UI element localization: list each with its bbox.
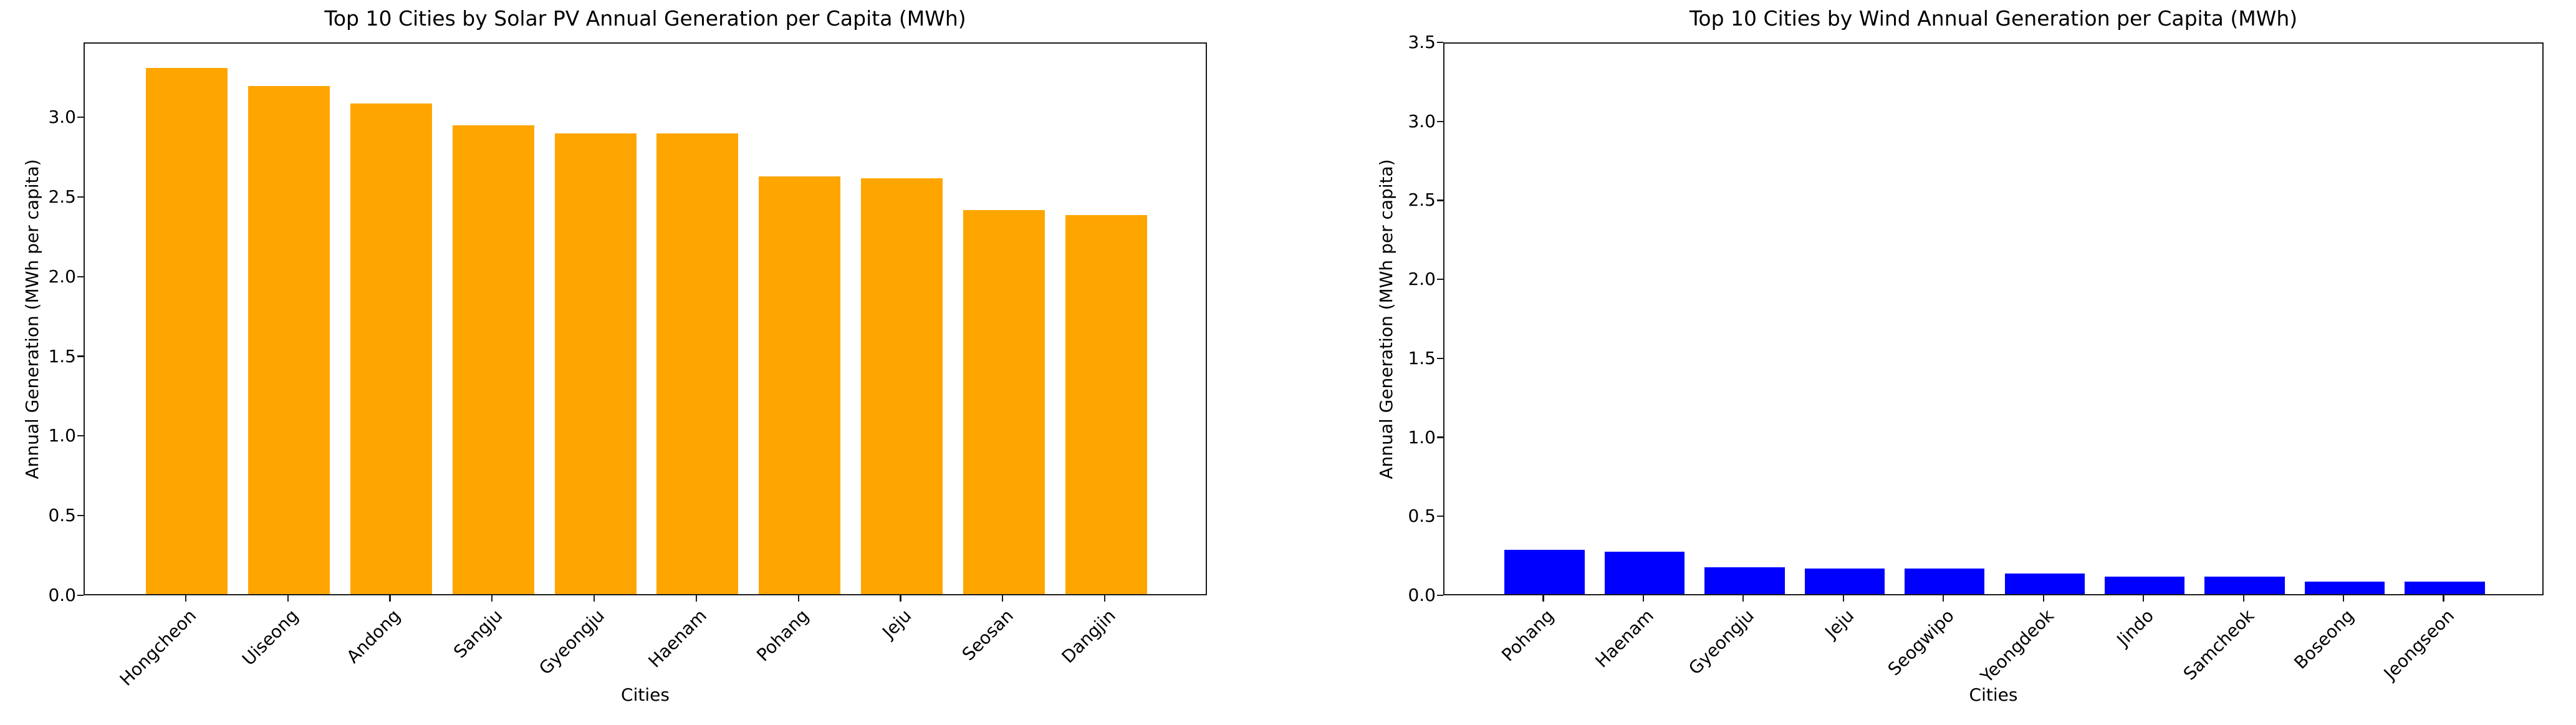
y-tick-mark [1437,436,1443,438]
y-tick-label: 2.0 [48,266,76,287]
bar-seosan [963,209,1045,594]
bar-hongcheon [146,68,228,594]
y-tick-label: 3.5 [1408,32,1436,52]
x-axis-label: Cities [621,684,670,705]
bar-samcheok [2204,577,2285,594]
x-tick-label: Hongcheon [115,605,201,690]
x-tick-label: Uiseong [238,605,302,670]
x-tick-label: Samcheok [2179,605,2258,684]
y-tick-label: 2.0 [1408,269,1436,290]
y-tick-mark [1437,41,1443,44]
x-tick-label: Pohang [752,605,814,666]
bar-jeongseon [2405,581,2485,594]
x-tick-label: Haenam [644,605,711,672]
y-tick-label: 0.5 [1408,506,1436,527]
plot-area [84,42,1207,595]
bar-boseong [2304,581,2385,594]
chart-title: Top 10 Cities by Wind Annual Generation … [1689,6,2298,31]
y-tick-mark [77,355,84,357]
x-tick-label: Dangjin [1057,605,1120,668]
x-tick-label: Yeongdeok [1976,605,2059,687]
y-tick-label: 1.5 [1408,347,1436,368]
y-tick-mark [1437,199,1443,201]
x-tick-label: Gyeongju [535,605,609,679]
x-tick-mark [1842,595,1844,602]
y-tick-label: 0.0 [48,585,76,605]
x-tick-mark [1642,595,1644,602]
chart-title: Top 10 Cities by Solar PV Annual Generat… [324,6,966,31]
x-tick-label: Seosan [958,605,1017,665]
y-tick-mark [77,435,84,437]
x-tick-label: Sangju [449,605,507,663]
plot-area [1443,42,2544,595]
y-tick-mark [1437,516,1443,517]
wind-chart: Top 10 Cities by Wind Annual Generation … [1288,0,2576,725]
bar-jeju [861,178,943,594]
x-tick-mark [2042,595,2044,602]
x-tick-mark [1943,595,1944,602]
bar-uiseong [248,85,330,594]
y-tick-label: 0.5 [48,505,76,526]
bar-haenam [656,133,739,594]
solar-chart: Top 10 Cities by Solar PV Annual Generat… [22,6,1207,705]
x-tick-mark [2342,595,2345,602]
x-axis-label: Cities [1969,684,2018,705]
y-tick-mark [77,196,84,198]
x-tick-label: Jeju [878,605,915,643]
y-tick-label: 0.0 [1408,585,1436,605]
x-tick-mark [593,595,595,602]
bar-haenam [1604,551,1685,594]
bar-sangju [452,125,534,594]
y-tick-mark [1437,594,1443,597]
y-tick-mark [77,594,84,597]
y-tick-mark [1437,357,1443,359]
bar-gyeongju [1704,567,1785,594]
y-tick-label: 1.5 [48,345,76,367]
x-tick-mark [797,595,799,602]
bar-pohang [1504,550,1585,594]
x-tick-mark [2143,595,2145,602]
y-tick-label: 1.0 [48,425,76,446]
bar-pohang [759,176,841,594]
bar-jeju [1804,569,1885,594]
x-tick-mark [1002,595,1004,602]
x-tick-mark [389,595,391,602]
x-tick-label: Gyeongju [1684,605,1758,679]
x-tick-label: Jeju [1820,605,1858,643]
y-tick-mark [77,276,84,277]
y-tick-label: 1.0 [1408,426,1436,448]
y-tick-mark [77,515,84,517]
y-tick-mark [1437,279,1443,281]
x-tick-label: Haenam [1591,605,1658,672]
y-tick-label: 3.0 [48,107,76,128]
y-tick-label: 3.0 [1408,110,1436,132]
bar-yeongdeok [2004,574,2085,594]
x-tick-mark [1742,595,1744,602]
x-tick-label: Boseong [2290,605,2358,673]
x-tick-label: Jeongseon [2380,605,2458,684]
x-tick-mark [491,595,493,602]
x-tick-label: Jindo [2113,605,2158,650]
x-tick-mark [695,595,697,602]
x-tick-label: Pohang [1497,605,1558,666]
x-tick-mark [2242,595,2244,602]
bar-seogwipo [1905,569,1985,594]
x-tick-mark [2443,595,2444,602]
x-tick-mark [185,595,186,602]
y-tick-mark [77,117,84,118]
y-tick-label: 2.5 [1408,190,1436,211]
x-tick-label: Andong [342,605,405,668]
bar-jindo [2105,577,2185,594]
bar-gyeongju [554,133,637,594]
bar-andong [350,103,432,594]
y-tick-mark [1437,120,1443,122]
x-tick-label: Seogwipo [1883,605,1958,680]
x-tick-mark [900,595,901,602]
x-tick-mark [1104,595,1106,602]
x-tick-mark [287,595,289,602]
bar-dangjin [1065,214,1147,594]
x-tick-mark [1542,595,1544,602]
y-tick-label: 2.5 [48,186,76,207]
